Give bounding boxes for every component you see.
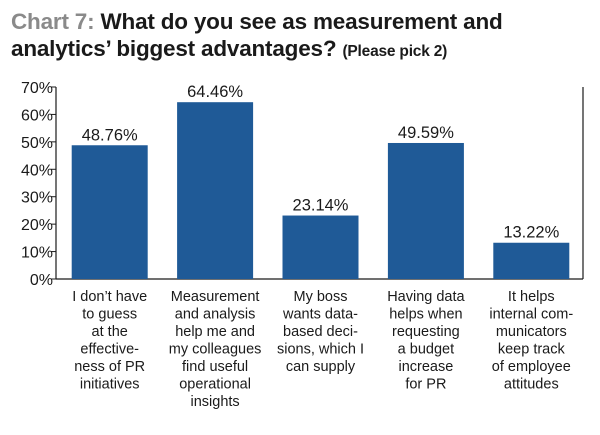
x-category-label: and analysis xyxy=(175,307,256,323)
x-category-label: help me and xyxy=(175,324,255,340)
x-category-label: based deci- xyxy=(283,324,358,340)
bar-value-label: 13.22% xyxy=(503,224,559,242)
x-category-label: helps when xyxy=(389,307,462,323)
x-category-label: My boss xyxy=(294,289,348,305)
chart-instruction: (Please pick 2) xyxy=(342,43,448,60)
bar xyxy=(387,142,464,279)
x-category-label: a budget xyxy=(398,342,454,358)
bar-value-label: 48.76% xyxy=(82,126,138,144)
x-category-label: my colleagues xyxy=(169,342,262,358)
y-tick-label: 40% xyxy=(21,162,53,179)
x-category-label: sions, which I xyxy=(277,342,364,358)
bar-value-label: 64.46% xyxy=(187,83,243,101)
bar-value-label: 49.59% xyxy=(398,124,454,142)
bar xyxy=(177,102,254,279)
y-tick-label: 70% xyxy=(21,80,53,97)
x-category-label: requesting xyxy=(392,324,460,340)
x-category-label: municators xyxy=(496,324,567,340)
x-category-label: initiatives xyxy=(80,377,140,393)
bar xyxy=(282,215,359,279)
x-category-label: find useful xyxy=(182,359,248,375)
y-tick-label: 60% xyxy=(21,107,53,124)
chart-question: What do you see as measurement and analy… xyxy=(11,9,503,61)
x-category-label: can supply xyxy=(286,359,356,375)
y-tick-label: 30% xyxy=(21,190,53,207)
x-category-label: Having data xyxy=(387,289,465,305)
bar xyxy=(71,145,148,279)
x-category-label: ness of PR xyxy=(74,359,145,375)
x-category-label: insights xyxy=(191,394,240,410)
x-category-label: increase xyxy=(398,359,453,375)
x-category-label: internal com- xyxy=(489,307,573,323)
x-category-label: at the xyxy=(92,324,128,340)
x-category-label: effective- xyxy=(80,342,139,358)
x-category-label: keep track xyxy=(498,342,566,358)
x-category-label: to guess xyxy=(82,307,137,323)
x-category-label: attitudes xyxy=(504,377,559,393)
x-category-label: I don’t have xyxy=(72,289,147,305)
x-category-label: operational xyxy=(179,377,251,393)
x-category-label: of employee xyxy=(492,359,571,375)
bar xyxy=(493,242,570,279)
y-tick-label: 50% xyxy=(21,135,53,152)
x-category-label: It helps xyxy=(508,289,555,305)
x-category-label: wants data- xyxy=(282,307,358,323)
bar-value-label: 23.14% xyxy=(293,197,349,215)
x-category-label: for PR xyxy=(405,377,446,393)
y-tick-label: 0% xyxy=(30,272,53,289)
x-category-label: Measurement xyxy=(171,289,260,305)
y-tick-label: 20% xyxy=(21,217,53,234)
chart-number: Chart 7: xyxy=(11,9,95,34)
y-tick-label: 10% xyxy=(21,245,53,262)
chart-title: Chart 7: What do you see as measurement … xyxy=(11,8,593,65)
